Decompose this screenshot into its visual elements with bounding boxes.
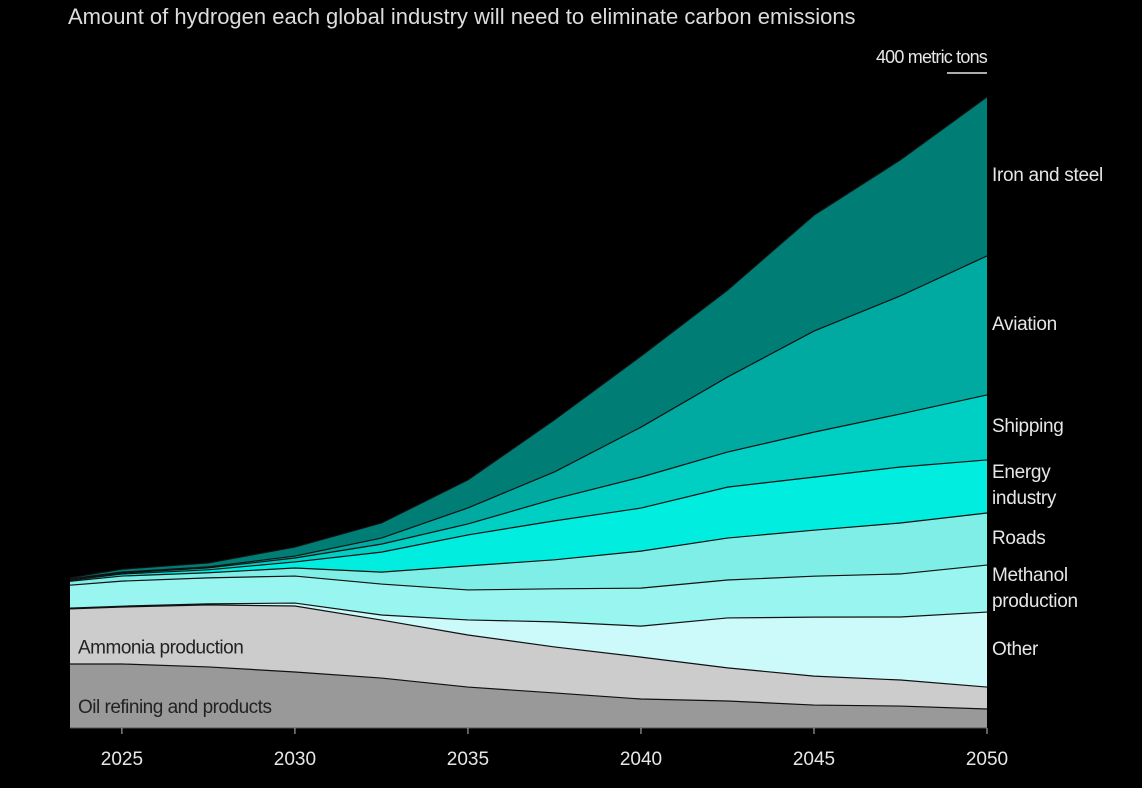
x-tick-label: 2025 bbox=[101, 749, 143, 770]
area bbox=[70, 459, 987, 582]
area bbox=[70, 603, 987, 688]
area-line bbox=[69, 394, 988, 580]
area bbox=[70, 604, 987, 710]
x-tick-label: 2030 bbox=[274, 749, 316, 770]
series-label: Roads bbox=[992, 528, 1046, 550]
area-line bbox=[69, 604, 988, 688]
area bbox=[70, 512, 987, 590]
series-label: Shipping bbox=[992, 416, 1064, 438]
area-line bbox=[69, 564, 988, 591]
x-tick-label: 2050 bbox=[966, 749, 1008, 770]
series-label: Oil refining and products bbox=[78, 697, 271, 718]
series-label: Energy industry bbox=[992, 462, 1057, 510]
area-line bbox=[69, 602, 988, 627]
area-line bbox=[70, 663, 988, 710]
series-label: Iron and steel bbox=[992, 165, 1103, 187]
x-tick-label: 2035 bbox=[447, 749, 489, 770]
area bbox=[70, 255, 987, 580]
series-label: Aviation bbox=[992, 314, 1057, 336]
series-label: Other bbox=[992, 638, 1039, 660]
x-tick-label: 2040 bbox=[620, 749, 662, 770]
area-line bbox=[69, 512, 988, 582]
series-label: Methanol production bbox=[992, 564, 1078, 612]
area-line bbox=[69, 96, 988, 579]
x-tick-label: 2045 bbox=[793, 749, 835, 770]
area bbox=[70, 663, 987, 728]
area-line bbox=[69, 255, 988, 580]
y-tick-label: 400 metric tons bbox=[876, 47, 988, 67]
series-label: Ammonia production bbox=[78, 637, 243, 658]
area bbox=[70, 565, 987, 627]
area-line bbox=[69, 459, 988, 581]
chart-title: Amount of hydrogen each global industry … bbox=[68, 4, 856, 29]
